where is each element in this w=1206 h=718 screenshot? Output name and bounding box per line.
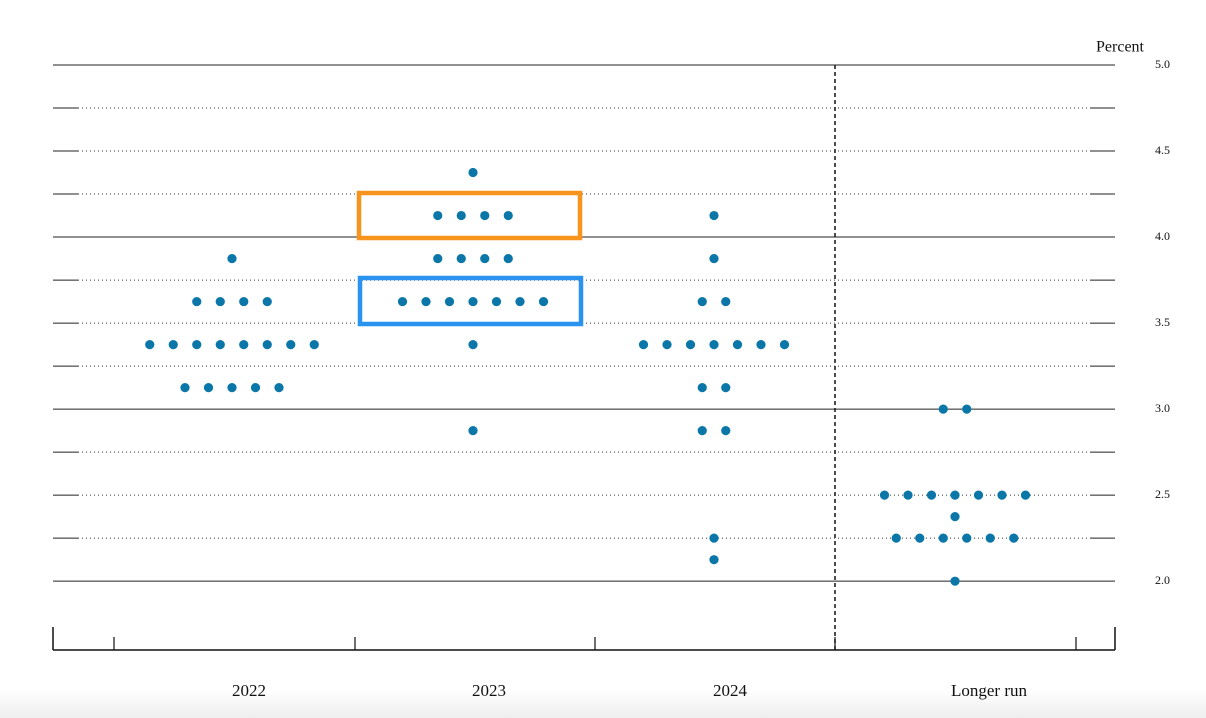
grid bbox=[53, 64, 1115, 582]
dot bbox=[192, 339, 202, 350]
dot bbox=[915, 533, 925, 543]
y-tick-label: 4.0 bbox=[1155, 229, 1170, 243]
dot bbox=[973, 490, 984, 500]
dot bbox=[697, 426, 707, 436]
dot bbox=[468, 339, 478, 350]
dot bbox=[203, 383, 214, 393]
dot bbox=[709, 339, 719, 350]
dot bbox=[444, 296, 455, 307]
x-tick-label: 2022 bbox=[232, 681, 266, 700]
highlight-box-orange bbox=[356, 190, 583, 241]
dot bbox=[215, 296, 225, 307]
x-tick-label: 2024 bbox=[713, 681, 748, 700]
dot bbox=[227, 253, 237, 264]
dot bbox=[456, 210, 466, 221]
dot bbox=[215, 339, 225, 350]
dot bbox=[503, 253, 513, 264]
dot bbox=[433, 210, 443, 221]
dot bbox=[286, 339, 296, 350]
y-tick-label: 2.5 bbox=[1155, 487, 1170, 501]
dot bbox=[262, 296, 272, 307]
dot bbox=[421, 296, 431, 307]
y-tick-label: 5.0 bbox=[1155, 57, 1170, 71]
dot bbox=[709, 555, 719, 565]
dot bbox=[938, 404, 948, 414]
dot bbox=[721, 296, 731, 307]
dot bbox=[903, 490, 913, 500]
dot bbox=[950, 512, 960, 522]
dot bbox=[779, 339, 790, 350]
dot bbox=[756, 339, 766, 350]
footer-shade bbox=[0, 690, 1206, 718]
dot bbox=[468, 296, 478, 307]
dot bbox=[697, 296, 707, 307]
dot bbox=[638, 339, 649, 350]
dot bbox=[732, 339, 743, 350]
dot bbox=[480, 253, 490, 264]
dot bbox=[1009, 533, 1019, 543]
dot bbox=[468, 167, 478, 178]
dot bbox=[274, 383, 284, 393]
dot bbox=[262, 339, 272, 350]
dot bbox=[685, 339, 696, 350]
dot bbox=[709, 210, 719, 221]
dot bbox=[891, 533, 901, 543]
dot bbox=[662, 339, 672, 350]
dot bbox=[950, 576, 960, 586]
dot bbox=[397, 296, 408, 307]
highlight-box-blue bbox=[357, 275, 584, 327]
y-tick-label: 2.0 bbox=[1155, 573, 1170, 587]
dot bbox=[180, 383, 190, 393]
dot bbox=[997, 490, 1007, 500]
dot bbox=[721, 383, 731, 393]
dot bbox=[538, 296, 549, 307]
dot bbox=[1020, 490, 1031, 500]
y-axis-label: Percent bbox=[1096, 39, 1145, 56]
dot bbox=[721, 426, 731, 436]
dot bbox=[250, 383, 261, 393]
x-tick-label: 2023 bbox=[472, 681, 506, 700]
y-tick-label: 4.5 bbox=[1155, 143, 1170, 157]
dot bbox=[926, 490, 937, 500]
dot bbox=[697, 383, 707, 393]
dot bbox=[192, 296, 202, 307]
y-tick-label: 3.0 bbox=[1155, 401, 1170, 415]
dot bbox=[962, 404, 972, 414]
dot bbox=[950, 490, 960, 500]
dot bbox=[491, 296, 502, 307]
dot bbox=[709, 533, 719, 543]
dot bbox=[456, 253, 466, 264]
dot bbox=[239, 296, 249, 307]
dot bbox=[962, 533, 972, 543]
dot bbox=[515, 296, 525, 307]
dot bbox=[709, 253, 719, 264]
dot bbox=[309, 339, 319, 350]
dot bbox=[503, 210, 513, 221]
x-tick-label: Longer run bbox=[951, 681, 1028, 700]
dot bbox=[879, 490, 890, 500]
dot bbox=[938, 533, 948, 543]
dot bbox=[145, 339, 155, 350]
dot bbox=[227, 383, 237, 393]
dot bbox=[433, 253, 443, 264]
dot bbox=[168, 339, 178, 350]
dot bbox=[480, 210, 490, 221]
dot bbox=[985, 533, 995, 543]
dot bbox=[239, 339, 249, 350]
dot bbox=[468, 426, 478, 436]
dots bbox=[145, 167, 1031, 586]
y-tick-label: 3.5 bbox=[1155, 315, 1170, 329]
